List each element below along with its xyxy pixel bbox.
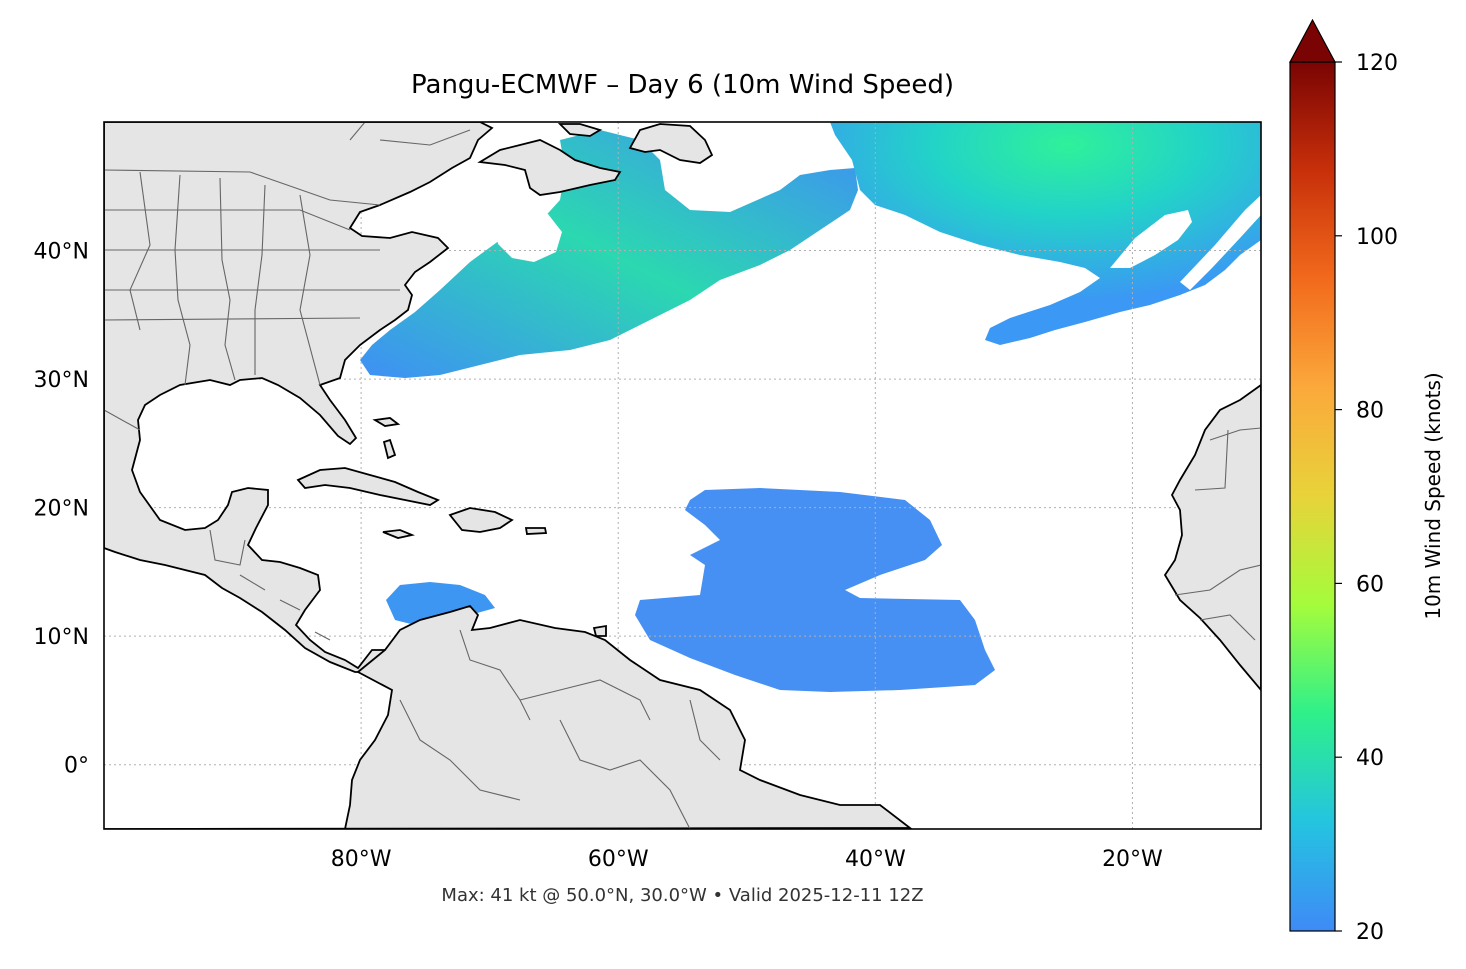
map-frame — [103, 121, 1262, 830]
colorbar-extend-triangle — [1288, 18, 1337, 63]
border-south-america-1 — [459, 629, 531, 721]
border-us-states-6 — [104, 209, 351, 231]
latitude-tick-label: 30°N — [34, 368, 89, 393]
border-canada-1 — [379, 129, 471, 146]
border-south-america-4 — [559, 719, 691, 829]
border-us-canada — [104, 169, 381, 206]
border-africa-3 — [1174, 564, 1261, 596]
border-us-states-5 — [299, 194, 321, 386]
latitude-axis: 40°N 30°N 20°N 10°N 0° — [34, 240, 89, 779]
border-africa-4 — [1199, 614, 1256, 641]
latitude-tick-label: 20°N — [34, 497, 89, 522]
landmass-trinidad — [592, 624, 607, 637]
map-footer: Max: 41 kt @ 50.0°N, 30.0°W • Valid 2025… — [441, 885, 924, 906]
landmass-maritimes — [477, 139, 622, 196]
border-us-states-4 — [254, 184, 266, 375]
colorbar-tick-label: 60 — [1356, 572, 1384, 597]
colorbar-gradient — [1290, 62, 1335, 931]
border-africa-1 — [1209, 427, 1261, 441]
map-title: Pangu-ECMWF – Day 6 (10m Wind Speed) — [411, 70, 954, 100]
border-us-states-9 — [104, 317, 361, 321]
borders-layer — [104, 122, 1261, 829]
landmass-cuba — [296, 467, 440, 506]
calm-region-gulf-of-maine — [495, 212, 562, 262]
border-central-america — [239, 574, 331, 641]
border-us-states-10 — [349, 122, 366, 141]
wind-field-layer — [360, 122, 1261, 692]
landmass-cape-breton — [557, 123, 603, 137]
landmass-puerto-rico — [524, 527, 548, 535]
colorbar-tick-label: 100 — [1356, 225, 1398, 250]
landmass-bahamas-1 — [372, 417, 401, 427]
landmass-south-america — [104, 604, 913, 829]
longitude-tick-label: 20°W — [1102, 847, 1163, 872]
border-south-america-2 — [519, 679, 651, 721]
wind-region-tropical-atlantic — [635, 488, 995, 692]
colorbar-tick-label: 40 — [1356, 746, 1384, 771]
colorbar-frame — [1289, 61, 1336, 932]
longitude-tick-label: 60°W — [588, 847, 649, 872]
latitude-tick-label: 0° — [64, 754, 89, 779]
wind-region-north-atlantic — [830, 122, 1261, 345]
border-us-states-1 — [129, 171, 151, 331]
latitude-tick-label: 40°N — [34, 240, 89, 265]
longitude-tick-label: 40°W — [845, 847, 906, 872]
calm-streak-central-atlantic — [1180, 195, 1261, 290]
colorbar-tick-label: 120 — [1356, 51, 1398, 76]
wind-region-us-coast — [360, 130, 858, 378]
border-us-states-3 — [219, 177, 236, 381]
landmass-jamaica — [382, 529, 416, 539]
colorbar-ticks: 20 40 60 80 100 120 — [1335, 51, 1398, 945]
longitude-axis: 80°W 60°W 40°W 20°W — [331, 847, 1163, 872]
border-south-america-3 — [399, 699, 521, 801]
border-africa-2 — [1194, 429, 1229, 491]
colorbar-tick-label: 80 — [1356, 399, 1384, 424]
calm-region-central-atlantic — [1110, 210, 1192, 268]
colorbar-tick-label: 20 — [1356, 920, 1384, 945]
landmass-africa — [1163, 383, 1261, 692]
longitude-tick-label: 80°W — [331, 847, 392, 872]
landmass-bahamas-2 — [382, 438, 397, 460]
latitude-tick-label: 10°N — [34, 625, 89, 650]
land-layer — [104, 122, 1261, 829]
border-south-america-5 — [689, 699, 721, 761]
landmass-hispaniola — [448, 507, 514, 533]
colorbar-label: 10m Wind Speed (knots) — [1421, 372, 1445, 619]
colorbar: 20 40 60 80 100 120 10m Wind Speed (knots) — [1288, 18, 1445, 945]
landmass-newfoundland — [628, 123, 714, 164]
border-mexico — [104, 409, 246, 566]
border-us-states-2 — [174, 174, 191, 386]
